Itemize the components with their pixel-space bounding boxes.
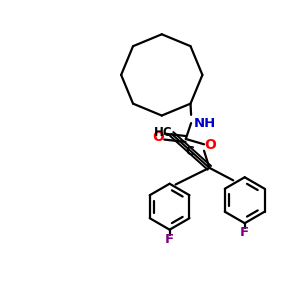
Text: F: F bbox=[240, 226, 249, 239]
Text: F: F bbox=[165, 232, 174, 246]
Text: HC: HC bbox=[154, 126, 172, 139]
Text: NH: NH bbox=[194, 117, 216, 130]
Text: C: C bbox=[185, 146, 194, 158]
Text: O: O bbox=[152, 130, 164, 144]
Text: O: O bbox=[205, 139, 217, 152]
